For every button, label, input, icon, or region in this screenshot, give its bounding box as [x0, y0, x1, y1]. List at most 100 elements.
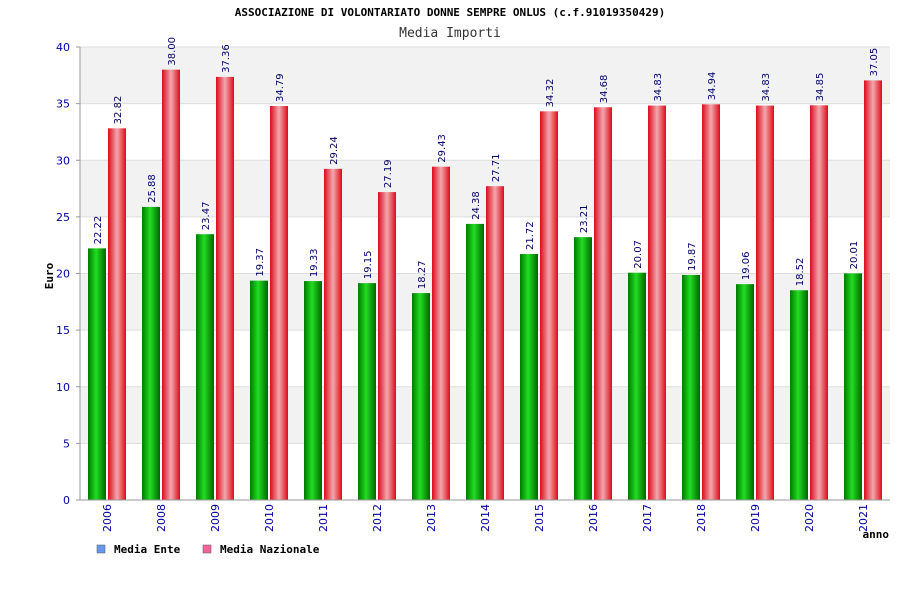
plot-band	[80, 160, 890, 217]
plot-band	[80, 386, 890, 444]
value-label-media-nazionale: 32.82	[113, 96, 124, 125]
bar-media-nazionale	[162, 69, 180, 501]
bar-media-ente	[736, 284, 754, 500]
bar-media-ente	[250, 280, 268, 500]
legend-label-media-ente: Media Ente	[114, 543, 181, 556]
y-tick-label: 40	[56, 41, 70, 54]
value-label-media-ente: 19.06	[741, 252, 752, 281]
bar-media-nazionale	[540, 111, 558, 501]
value-label-media-nazionale: 34.79	[275, 73, 286, 102]
bar-media-ente	[88, 248, 106, 500]
x-tick-label: 2018	[695, 504, 708, 532]
x-tick-label: 2011	[317, 504, 330, 532]
plot-band	[80, 216, 890, 274]
legend-swatch-media-nazionale	[202, 544, 212, 554]
bar-media-ente	[358, 283, 376, 500]
value-label-media-nazionale: 34.68	[599, 75, 610, 104]
plot-band	[80, 273, 890, 331]
value-label-media-nazionale: 27.19	[383, 159, 394, 188]
x-tick-label: 2012	[371, 504, 384, 532]
x-axis-label: anno	[863, 528, 890, 541]
legend-swatch-media-ente	[96, 544, 106, 554]
y-tick-label: 0	[63, 494, 70, 507]
bar-media-nazionale	[432, 166, 450, 500]
bar-media-ente	[466, 223, 484, 501]
value-label-media-ente: 21.72	[525, 221, 536, 250]
x-tick-label: 2019	[749, 504, 762, 532]
x-tick-label: 2014	[479, 504, 492, 532]
legend-label-media-nazionale: Media Nazionale	[220, 543, 320, 556]
value-label-media-ente: 20.01	[849, 241, 860, 270]
plot-background	[80, 47, 890, 500]
value-label-media-ente: 22.22	[93, 216, 104, 245]
bar-media-nazionale	[594, 107, 612, 501]
x-tick-label: 2008	[155, 504, 168, 532]
y-tick-label: 15	[56, 324, 70, 337]
bar-media-nazionale	[324, 168, 342, 500]
x-axis-ticks: 2006 2008 2009 2010 2011 2012 2013 2014 2015 2016…	[101, 504, 870, 532]
value-label-media-ente: 23.21	[579, 205, 590, 234]
value-label-media-nazionale: 29.43	[437, 134, 448, 163]
value-label-media-nazionale: 37.36	[221, 44, 232, 73]
bar-media-nazionale	[756, 105, 774, 501]
x-tick-label: 2017	[641, 504, 654, 532]
bar-media-ente	[574, 237, 592, 501]
x-tick-label: 2021	[857, 504, 870, 532]
x-tick-label: 2020	[803, 504, 816, 532]
bar-media-ente	[304, 281, 322, 500]
value-label-media-nazionale: 38.00	[167, 37, 178, 66]
value-label-media-ente: 23.47	[201, 202, 212, 231]
plot-band	[80, 103, 890, 161]
value-label-media-ente: 19.37	[255, 248, 266, 277]
x-tick-label: 2006	[101, 504, 114, 532]
y-tick-label: 5	[63, 437, 70, 450]
bar-media-nazionale	[648, 105, 666, 501]
y-tick-label: 25	[56, 211, 70, 224]
x-tick-label: 2016	[587, 504, 600, 532]
bar-media-nazionale	[216, 76, 234, 500]
bar-media-nazionale	[378, 192, 396, 501]
bar-media-ente	[844, 273, 862, 500]
value-label-media-ente: 19.87	[687, 242, 698, 271]
value-label-media-ente: 24.38	[471, 191, 482, 220]
value-label-media-nazionale: 37.05	[869, 48, 880, 77]
bar-media-nazionale	[702, 104, 720, 500]
bar-media-ente	[142, 206, 160, 500]
y-tick-label: 30	[56, 154, 70, 167]
y-tick-label: 35	[56, 98, 70, 111]
value-label-media-nazionale: 34.83	[653, 73, 664, 102]
value-label-media-ente: 20.07	[633, 240, 644, 269]
chart-subtitle: Media Importi	[399, 26, 501, 41]
value-label-media-nazionale: 34.94	[707, 72, 718, 101]
value-label-media-ente: 25.88	[147, 174, 158, 203]
value-label-media-nazionale: 29.24	[329, 136, 340, 165]
plot-band	[80, 443, 890, 500]
value-label-media-nazionale: 34.32	[545, 79, 556, 108]
x-tick-label: 2015	[533, 504, 546, 532]
bar-media-nazionale	[486, 186, 504, 500]
y-axis-label: Euro	[43, 262, 56, 289]
plot-band	[80, 330, 890, 387]
bar-media-ente	[790, 290, 808, 500]
bars	[88, 69, 882, 501]
bar-media-ente	[520, 254, 538, 500]
value-label-media-ente: 18.52	[795, 258, 806, 287]
y-tick-label: 20	[56, 268, 70, 281]
y-axis-ticks: 0 5 10 15 20 25 30 35 40	[56, 41, 80, 507]
value-label-media-nazionale: 27.71	[491, 154, 502, 183]
x-tick-label: 2009	[209, 504, 222, 532]
legend: Media Ente Media Nazionale	[96, 543, 320, 556]
value-label-media-ente: 19.33	[309, 248, 320, 277]
bar-media-ente	[682, 274, 700, 500]
value-label-media-nazionale: 34.85	[815, 73, 826, 102]
chart-title: ASSOCIAZIONE DI VOLONTARIATO DONNE SEMPR…	[235, 6, 665, 19]
plot-band	[80, 47, 890, 104]
value-label-media-ente: 18.27	[417, 260, 428, 289]
bar-media-ente	[196, 234, 214, 500]
y-tick-label: 10	[56, 381, 70, 394]
x-tick-label: 2013	[425, 504, 438, 532]
bar-media-nazionale	[864, 80, 882, 500]
x-tick-label: 2010	[263, 504, 276, 532]
bar-media-nazionale	[810, 105, 828, 500]
